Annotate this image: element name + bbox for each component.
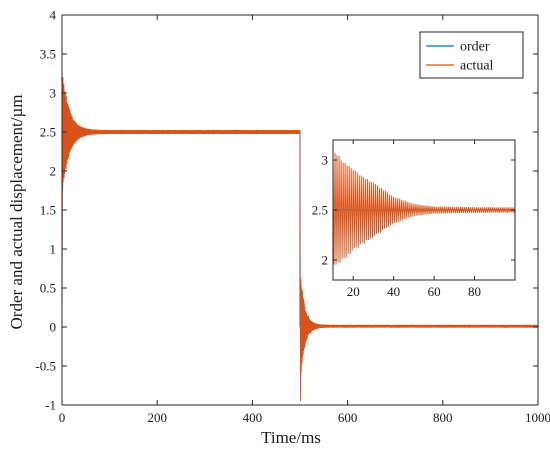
x-tick-label-0: 0 (59, 410, 66, 425)
inset-actual-line (332, 152, 516, 265)
inset-x-tick-label-20: 20 (347, 284, 360, 299)
y-tick-label-0: 0 (50, 320, 57, 335)
x-tick-label-600: 600 (338, 410, 358, 425)
inset-y-tick-label-3: 3 (322, 153, 329, 168)
y-tick-label-2: 2 (50, 164, 57, 179)
legend-label-order: order (460, 40, 490, 55)
inset-plot: 20 40 60 80 2 2.5 3 (312, 139, 516, 299)
y-axis-label: Order and actual displacement/µm (7, 95, 26, 330)
y-tick-label--1: -1 (45, 398, 56, 413)
legend-label-actual: actual (460, 59, 494, 74)
y-tick-label-2.5: 2.5 (40, 125, 56, 140)
y-tick-label-0.5: 0.5 (40, 281, 56, 296)
x-tick-label-800: 800 (433, 410, 453, 425)
x-tick-label-1000: 1000 (525, 410, 550, 425)
inset-y-tick-label-2.5: 2.5 (312, 203, 328, 218)
legend-box (419, 31, 524, 79)
legend: order actual (419, 31, 524, 79)
y-tick-label--0.5: -0.5 (35, 359, 56, 374)
y-tick-label-3.5: 3.5 (40, 47, 56, 62)
y-tick-label-1: 1 (50, 242, 57, 257)
inset-x-tick-label-40: 40 (387, 284, 400, 299)
inset-y-tick-label-2: 2 (322, 253, 329, 268)
inset-x-tick-label-60: 60 (428, 284, 441, 299)
y-tick-label-4: 4 (50, 8, 57, 23)
x-tick-label-200: 200 (147, 410, 167, 425)
y-tick-label-1.5: 1.5 (40, 203, 56, 218)
inset-x-tick-label-80: 80 (468, 284, 481, 299)
x-tick-label-400: 400 (243, 410, 263, 425)
series-actual-line (61, 77, 539, 402)
x-axis-label: Time/ms (261, 428, 321, 447)
y-tick-label-3: 3 (50, 86, 57, 101)
